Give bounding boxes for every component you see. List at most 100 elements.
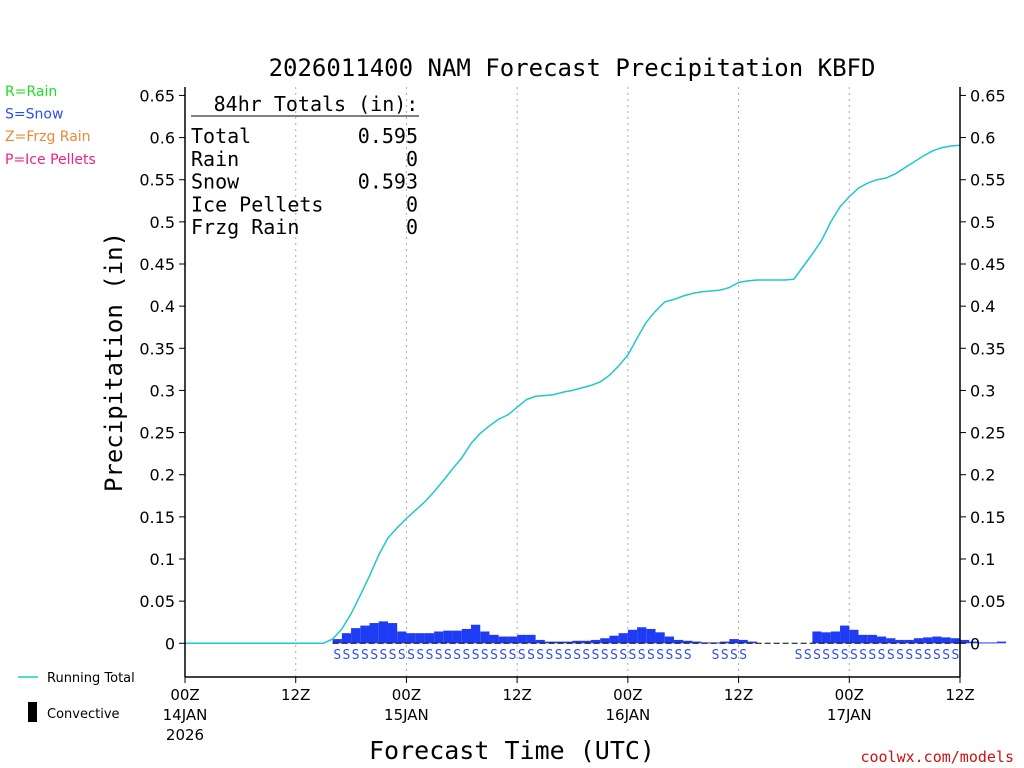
y-tick-label-right-13: 0.65 xyxy=(970,86,1006,105)
ptype-marker-0-21: S xyxy=(527,648,535,663)
x-tick-label-3-0: 12Z xyxy=(502,686,531,704)
ptype-marker-2-7: S xyxy=(859,648,867,663)
precip-bar-35 xyxy=(655,632,665,644)
precip-bar-32 xyxy=(627,629,638,644)
ptype-marker-1-2: S xyxy=(730,648,738,663)
precip-bar-52 xyxy=(812,631,822,644)
precip-bar-65 xyxy=(932,636,942,644)
ptype-marker-1-0: S xyxy=(712,648,720,663)
y-tick-label-left-8: 0.4 xyxy=(150,297,175,316)
precip-bar-71 xyxy=(987,642,997,644)
totals-row-label-4: Frzg Rain xyxy=(191,215,299,239)
precip-bar-66 xyxy=(941,637,951,644)
ptype-marker-0-13: S xyxy=(453,648,461,663)
ptype-marker-0-5: S xyxy=(379,648,387,663)
precip-bar-57 xyxy=(858,634,868,644)
legends: R=Rain S=Snow Z=Frzg Rain P=Ice Pellets Runn… xyxy=(5,84,135,722)
precip-bar-24 xyxy=(554,641,564,644)
totals-row-label-1: Rain xyxy=(191,147,239,171)
totals-row-value-4: 0 xyxy=(406,215,418,239)
ptype-marker-0-19: S xyxy=(509,648,517,663)
precip-bar-18 xyxy=(498,636,508,644)
ptype-marker-0-32: S xyxy=(629,648,637,663)
hourly-precip-bars xyxy=(332,621,1007,644)
ptype-marker-0-0: S xyxy=(333,648,341,663)
precip-bar-54 xyxy=(830,631,841,644)
ptype-marker-2-11: S xyxy=(896,648,904,663)
precip-bar-68 xyxy=(960,639,970,644)
series-legend-label-0: Running Total xyxy=(47,671,135,686)
ptype-legend-0: R=Rain xyxy=(5,84,57,100)
precip-bar-23 xyxy=(544,641,555,644)
precip-bar-55 xyxy=(840,625,850,644)
y-axis-ticks: 0 00.05 0.050.1 0.10.15 0.150.2 0.20.25 0.250.… xyxy=(139,86,1005,653)
vertical-gridlines xyxy=(295,87,850,677)
totals-box-title: 84hr Totals (in): xyxy=(214,92,419,116)
x-tick-label-0-0: 00Z xyxy=(170,686,199,704)
ptype-marker-0-9: S xyxy=(416,648,424,663)
totals-row-label-2: Snow xyxy=(191,170,240,194)
precip-bar-11 xyxy=(434,631,444,644)
precip-bar-2 xyxy=(351,628,361,644)
precip-bar-4 xyxy=(369,623,379,644)
totals-row-value-3: 0 xyxy=(406,192,418,216)
ptype-marker-0-28: S xyxy=(592,648,600,663)
ptype-marker-2-1: S xyxy=(804,648,812,663)
precip-bar-14 xyxy=(461,628,472,644)
precip-bar-20 xyxy=(517,634,527,644)
precip-bar-63 xyxy=(913,638,924,644)
ptype-legend-1: S=Snow xyxy=(5,107,63,123)
ptype-marker-0-7: S xyxy=(398,648,406,663)
ptype-marker-2-6: S xyxy=(850,648,858,663)
ptype-legend-3: P=Ice Pellets xyxy=(5,152,96,168)
precip-bar-12 xyxy=(443,630,453,644)
totals-box: 84hr Totals (in): Total 0.595 Rain 0 Snow 0.59… xyxy=(191,92,419,239)
x-tick-label-4-0: 00Z xyxy=(613,686,642,704)
precip-bar-13 xyxy=(452,630,462,644)
precip-bar-33 xyxy=(637,627,647,644)
y-tick-label-right-6: 0.3 xyxy=(970,381,995,400)
precip-bar-30 xyxy=(609,635,619,644)
ptype-marker-2-5: S xyxy=(841,648,849,663)
ptype-marker-0-35: S xyxy=(656,648,664,663)
precip-bar-67 xyxy=(950,638,960,644)
totals-row-label-0: Total xyxy=(191,124,251,148)
ptype-marker-2-12: S xyxy=(905,648,913,663)
precip-bar-59 xyxy=(876,636,887,644)
precip-bar-10 xyxy=(424,633,435,644)
plot-axes xyxy=(184,87,961,678)
precip-bar-62 xyxy=(904,639,914,644)
ptype-marker-0-25: S xyxy=(564,648,572,663)
ptype-marker-0-33: S xyxy=(638,648,646,663)
y-tick-label-left-4: 0.2 xyxy=(150,466,175,485)
totals-row-value-1: 0 xyxy=(406,147,418,171)
precip-bar-72 xyxy=(996,641,1007,644)
ptype-marker-1-3: S xyxy=(739,648,747,663)
y-tick-label-right-2: 0.1 xyxy=(970,550,995,569)
precip-bar-27 xyxy=(581,640,591,644)
ptype-marker-2-2: S xyxy=(813,648,821,663)
y-tick-label-left-12: 0.6 xyxy=(150,129,175,148)
y-axis-label: Precipitation (in) xyxy=(100,232,128,492)
precip-bar-60 xyxy=(886,638,896,644)
ptype-marker-0-29: S xyxy=(601,648,609,663)
y-tick-label-right-10: 0.5 xyxy=(970,213,995,232)
y-tick-label-left-0: 0 xyxy=(165,634,175,653)
precip-bar-9 xyxy=(415,633,425,644)
x-tick-label-7-0: 12Z xyxy=(945,686,974,704)
ptype-marker-2-8: S xyxy=(868,648,876,663)
precip-bar-64 xyxy=(923,637,933,644)
ptype-marker-2-17: S xyxy=(951,648,959,663)
precip-bar-22 xyxy=(535,639,545,644)
y-tick-label-left-2: 0.1 xyxy=(150,550,175,569)
precip-bar-29 xyxy=(600,638,610,644)
precip-bar-34 xyxy=(646,628,656,644)
precip-bar-69 xyxy=(969,641,979,644)
totals-row-value-2: 0.593 xyxy=(358,170,418,194)
ptype-marker-0-1: S xyxy=(343,648,351,663)
ptype-marker-0-3: S xyxy=(361,648,369,663)
precip-bar-28 xyxy=(590,639,601,644)
ptype-marker-0-24: S xyxy=(555,648,563,663)
ptype-marker-2-3: S xyxy=(822,648,830,663)
